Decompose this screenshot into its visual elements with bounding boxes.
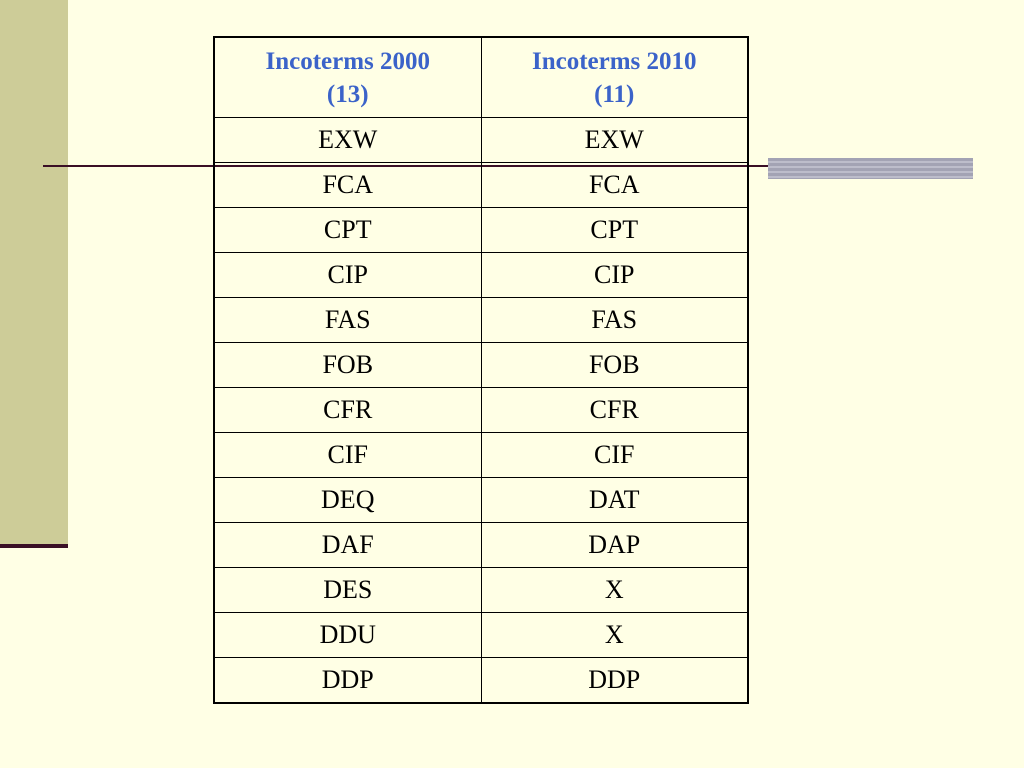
- table-row: DEQ DAT: [213, 477, 749, 523]
- cell-incoterms-2000: CIP: [213, 252, 482, 298]
- incoterms-comparison-table: Incoterms 2000 (13) Incoterms 2010 (11) …: [213, 36, 749, 704]
- cell-incoterms-2010: X: [480, 567, 749, 613]
- table-header-row: Incoterms 2000 (13) Incoterms 2010 (11): [213, 36, 749, 118]
- cell-incoterms-2000: DES: [213, 567, 482, 613]
- cell-incoterms-2010: CIF: [480, 432, 749, 478]
- table-row: CIF CIF: [213, 432, 749, 478]
- cell-incoterms-2000: CFR: [213, 387, 482, 433]
- table-row: CPT CPT: [213, 207, 749, 253]
- table-row: FOB FOB: [213, 342, 749, 388]
- cell-incoterms-2000: CPT: [213, 207, 482, 253]
- cell-incoterms-2000: FAS: [213, 297, 482, 343]
- table-row: DES X: [213, 567, 749, 613]
- header-title: Incoterms 2000: [265, 47, 431, 75]
- cell-incoterms-2010: DAT: [480, 477, 749, 523]
- cell-incoterms-2010: FAS: [480, 297, 749, 343]
- table-row: CFR CFR: [213, 387, 749, 433]
- cell-incoterms-2010: CFR: [480, 387, 749, 433]
- cell-incoterms-2000: FCA: [213, 162, 482, 208]
- table-row: DDP DDP: [213, 657, 749, 704]
- cell-incoterms-2000: DEQ: [213, 477, 482, 523]
- table-row: CIP CIP: [213, 252, 749, 298]
- cell-incoterms-2010: CPT: [480, 207, 749, 253]
- left-bar-underline: [0, 544, 68, 548]
- cell-incoterms-2010: X: [480, 612, 749, 658]
- header-incoterms-2000: Incoterms 2000 (13): [213, 36, 482, 118]
- table-row: EXW EXW: [213, 117, 749, 163]
- cell-incoterms-2000: FOB: [213, 342, 482, 388]
- cell-incoterms-2010: DDP: [480, 657, 749, 704]
- header-count: (11): [594, 80, 635, 108]
- cell-incoterms-2000: CIF: [213, 432, 482, 478]
- header-count: (13): [326, 80, 369, 108]
- table-body: EXW EXW FCA FCA CPT CPT CIP CIP FAS FAS FOB FOB CFR C…: [213, 117, 749, 704]
- table-row: DAF DAP: [213, 522, 749, 568]
- cell-incoterms-2010: FOB: [480, 342, 749, 388]
- cell-incoterms-2000: DDU: [213, 612, 482, 658]
- cell-incoterms-2010: DAP: [480, 522, 749, 568]
- table-row: FAS FAS: [213, 297, 749, 343]
- left-decorative-bar: [0, 0, 68, 544]
- cell-incoterms-2010: CIP: [480, 252, 749, 298]
- cell-incoterms-2000: DDP: [213, 657, 482, 704]
- cell-incoterms-2010: EXW: [480, 117, 749, 163]
- cell-incoterms-2010: FCA: [480, 162, 749, 208]
- header-title: Incoterms 2010: [531, 47, 697, 75]
- right-accent-stripes: [768, 158, 973, 179]
- cell-incoterms-2000: DAF: [213, 522, 482, 568]
- header-incoterms-2010: Incoterms 2010 (11): [480, 36, 749, 118]
- table-row: FCA FCA: [213, 162, 749, 208]
- table-row: DDU X: [213, 612, 749, 658]
- cell-incoterms-2000: EXW: [213, 117, 482, 163]
